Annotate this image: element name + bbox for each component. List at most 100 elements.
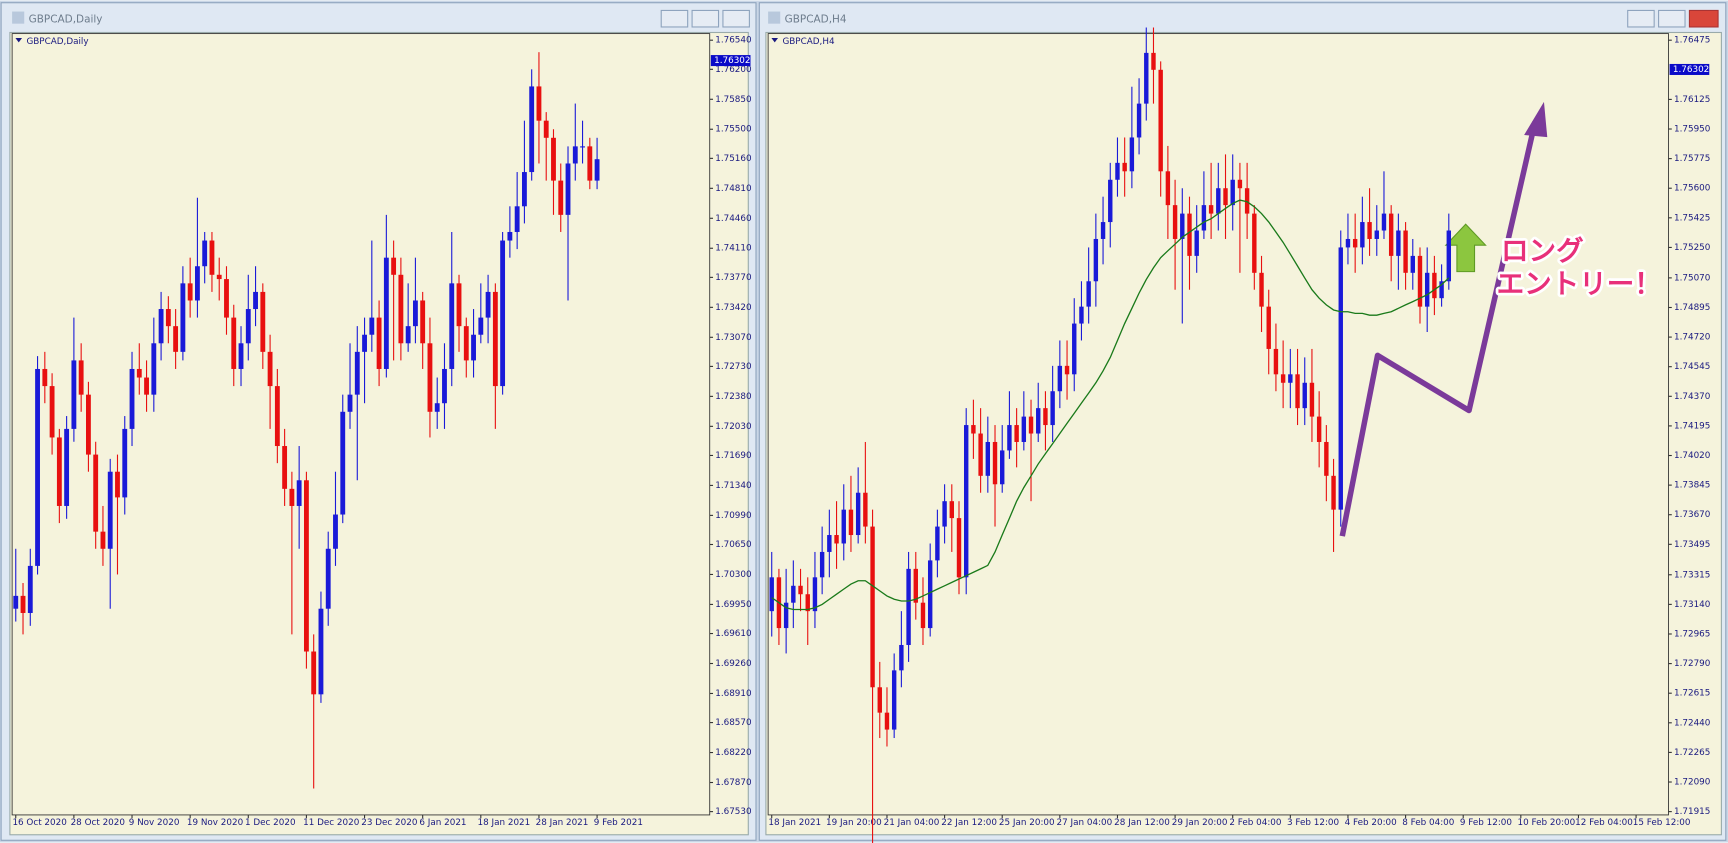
candle-body [1230, 179, 1235, 206]
candle-body [434, 403, 440, 412]
candle-body [64, 428, 70, 506]
candle-body [827, 535, 832, 552]
maximize-button[interactable] [1658, 9, 1686, 28]
y-tick-label: 1.75160 [715, 154, 752, 164]
candle-body [1424, 272, 1430, 307]
candle-body [906, 568, 911, 645]
candle-body [20, 595, 26, 613]
candle-body [572, 146, 578, 164]
current-price-box [710, 55, 751, 67]
candle-body [963, 425, 969, 578]
candle-body [158, 309, 164, 344]
window-title: GBPCAD,H4 [785, 13, 847, 25]
candle-body [1309, 382, 1315, 417]
candle-body [303, 480, 309, 652]
x-tick-label: 23 Dec 2020 [361, 818, 418, 828]
symbol-marker [771, 37, 779, 43]
x-tick-label: 16 Oct 2020 [12, 818, 67, 828]
candle-body [870, 526, 875, 688]
candle-body [956, 518, 962, 578]
candle-body [1288, 374, 1293, 383]
y-tick-label: 1.69950 [715, 600, 752, 610]
candle-body [78, 360, 84, 395]
candle-body [274, 386, 280, 447]
candle-body [253, 291, 258, 310]
candle-body [587, 146, 593, 181]
candle-body [1360, 222, 1365, 248]
window-buttons[interactable] [660, 9, 750, 28]
minimize-button[interactable] [1627, 9, 1655, 28]
candle-body [1338, 247, 1343, 510]
y-tick-label: 1.73770 [715, 273, 752, 283]
candle-body [1151, 52, 1156, 70]
y-tick-label: 1.75950 [1674, 125, 1711, 135]
candle-body [1036, 408, 1041, 434]
y-tick-label: 1.74110 [715, 244, 752, 254]
trend-arrow [1339, 121, 1538, 537]
candle-body [194, 266, 200, 301]
candle-body [115, 471, 120, 498]
candle-body [500, 240, 506, 387]
y-tick-label: 1.76540 [715, 36, 752, 46]
candle-body [485, 291, 491, 318]
candle-body [863, 492, 868, 527]
candle-body [13, 595, 19, 609]
y-tick-label: 1.75500 [715, 125, 752, 135]
candle-body [899, 644, 904, 671]
y-tick-label: 1.75775 [1674, 154, 1710, 164]
candle-body [1316, 416, 1322, 442]
candle-body [173, 326, 179, 352]
x-tick-label: 1 Dec 2020 [245, 818, 296, 828]
candle-body [1280, 374, 1286, 383]
candle-body [1417, 255, 1423, 307]
candle-body [260, 291, 266, 352]
y-tick-label: 1.72965 [1674, 629, 1710, 639]
candle-body [463, 326, 469, 361]
current-price-label: 1.76302 [714, 56, 750, 66]
candle-body [791, 585, 796, 603]
candle-body [514, 206, 520, 232]
candle-body [129, 368, 135, 429]
y-tick-label: 1.68910 [715, 689, 752, 699]
candle-body [1158, 69, 1163, 172]
y-tick-label: 1.71340 [715, 481, 752, 491]
candle-body [27, 565, 33, 613]
candle-body [1396, 230, 1401, 256]
candle-body [1100, 222, 1106, 239]
candle-body [1172, 205, 1178, 239]
candle-body [521, 172, 527, 207]
candle-body [565, 163, 571, 215]
y-tick-label: 1.72090 [1674, 778, 1711, 788]
minimize-button[interactable] [660, 9, 689, 28]
candle-body [187, 283, 193, 301]
y-tick-label: 1.70990 [715, 511, 752, 521]
close-button[interactable] [1688, 9, 1719, 28]
candle-body [1007, 425, 1012, 451]
y-tick-label: 1.72265 [1674, 748, 1710, 758]
candle-body [1129, 137, 1135, 172]
window-buttons[interactable] [1627, 9, 1719, 28]
annotation: ロング [1501, 235, 1584, 267]
candle-body [165, 309, 171, 327]
y-tick-label: 1.73420 [715, 303, 752, 313]
x-tick-label: 28 Jan 2021 [536, 818, 589, 828]
candle-body [333, 514, 338, 549]
candle-body [1432, 272, 1437, 299]
candle-body [507, 231, 513, 241]
candle-body [231, 317, 237, 369]
moving-average [771, 199, 1450, 611]
candle-body [1201, 205, 1207, 231]
candle-body [769, 577, 774, 612]
symbol-label: GBPCAD,Daily [26, 37, 88, 47]
candle-body [383, 257, 389, 369]
x-tick-label: 18 Jan 2021 [768, 818, 821, 828]
candle-body [1000, 450, 1005, 485]
candle-body [427, 343, 433, 412]
candle-body [992, 441, 998, 485]
window-icon [12, 11, 25, 24]
maximize-button[interactable] [691, 9, 720, 28]
y-tick-label: 1.67870 [715, 778, 752, 788]
candle-body [1352, 238, 1358, 248]
close-button[interactable] [722, 9, 750, 28]
